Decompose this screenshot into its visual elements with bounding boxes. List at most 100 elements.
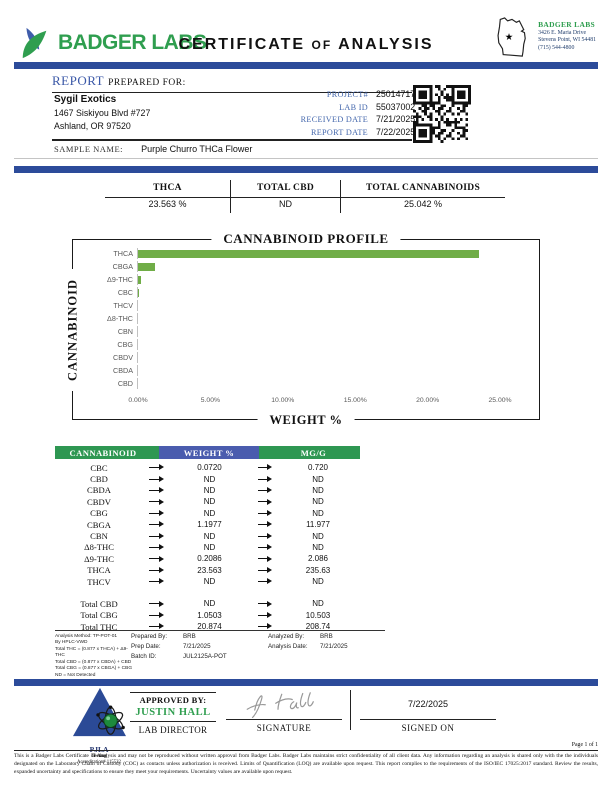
row-weight-value: 23.563 xyxy=(197,565,222,575)
chart-bar xyxy=(138,262,156,271)
chart-x-tick-label: 25.00% xyxy=(488,397,512,404)
client-address-line: Ashland, OR 97520 xyxy=(54,121,131,132)
summary-label: TOTAL CANNABINOIDS xyxy=(365,183,481,193)
chart-bar-area xyxy=(137,300,529,311)
summary-value: 23.563 % xyxy=(148,199,187,209)
methodology-line: By HPLC-VWD xyxy=(55,640,88,646)
arrow-icon xyxy=(257,612,272,619)
row-mgg-value: 235.63 xyxy=(305,565,331,575)
arrow-icon xyxy=(149,612,163,619)
table-row: CBDV ND ND xyxy=(55,496,360,507)
chart-row: THCA xyxy=(79,248,529,259)
chart-x-tick-label: 0.00% xyxy=(128,397,148,404)
table-row: Δ8-THC ND ND xyxy=(55,542,360,553)
table-row: THCV ND ND xyxy=(55,576,360,587)
summary-label: TOTAL CBD xyxy=(257,183,314,193)
table-row: CBDA ND ND xyxy=(55,485,360,496)
chart-x-ticks: 0.00% 5.00% 10.00% 15.00% 20.00% 25.00% xyxy=(128,397,529,407)
arrow-icon xyxy=(149,498,163,505)
row-mgg-value: 11.977 xyxy=(306,520,330,530)
qr-code xyxy=(413,85,471,143)
row-cannabinoid-name: CBD xyxy=(90,474,108,485)
page-number: Page 1 of 1 xyxy=(571,742,598,748)
arrow-icon xyxy=(149,544,163,551)
report-heading: REPORT PREPARED FOR: xyxy=(52,72,412,93)
methodology-line: Total CBD = (0.877 x CBDA) + CBD xyxy=(55,659,132,665)
divider-line xyxy=(55,630,385,631)
header-cannabinoid: CANNABINOID xyxy=(69,447,137,458)
chart-row: CBC xyxy=(79,287,529,298)
chart-x-tick-label: 10.00% xyxy=(271,397,295,404)
row-cannabinoid-name: CBN xyxy=(90,531,108,542)
row-cannabinoid-name: THCV xyxy=(87,576,111,587)
prepared-by-value: BRB xyxy=(183,633,196,640)
arrow-icon xyxy=(257,498,272,505)
chart-bar-area xyxy=(137,326,529,337)
results-table-header: CANNABINOID WEIGHT % MG/G xyxy=(55,446,360,459)
summary-column: THCA 23.563 % xyxy=(105,180,230,213)
meta-value: 55037002 xyxy=(376,101,416,112)
chart-row: CBDV xyxy=(79,352,529,363)
row-mgg-value: ND xyxy=(312,474,324,484)
sample-name-label: SAMPLE NAME: xyxy=(54,144,124,154)
prep-info: Prepared By: BRB Prep Date: 7/21/2025 Batc… xyxy=(131,633,227,663)
results-table-rows: CBC 0.0720 0.720 CBD ND ND CBDA ND ND CBDV ND ND CBG… xyxy=(55,462,360,587)
meta-row: REPORT DATE 7/22/2025 xyxy=(230,127,442,137)
analyzed-by-label: Analyzed By: xyxy=(268,633,305,640)
badger-labs-logo: BADGER LABS xyxy=(18,26,207,60)
table-row: THCA 23.563 235.63 xyxy=(55,565,360,576)
divider-bar xyxy=(14,166,598,173)
star-icon: ★ xyxy=(505,32,514,43)
row-mgg-value: ND xyxy=(312,542,324,552)
signed-on-block: 7/22/2025 SIGNED ON xyxy=(360,688,496,733)
accreditation-number: Accreditation# 115522 xyxy=(77,760,121,766)
pjla-org: PJLA xyxy=(56,745,142,754)
chart-category-label: CBG xyxy=(117,340,133,349)
cannabinoid-profile-chart: CANNABINOID PROFILE CANNABINOID WEIGHT %… xyxy=(65,231,540,428)
prep-date-label: Prep Date: xyxy=(131,643,161,650)
meta-label: REPORT DATE xyxy=(310,127,368,137)
row-weight-value: ND xyxy=(203,485,216,495)
pjla-division: Testing xyxy=(91,754,107,760)
arrow-icon xyxy=(257,464,272,471)
meta-row: RECEIVED DATE 7/21/2025 xyxy=(230,114,442,124)
divider-line xyxy=(130,692,216,693)
badger-leaf-icon xyxy=(22,27,47,59)
meta-value: 7/21/2025 xyxy=(376,114,416,124)
row-cannabinoid-name: Δ8-THC xyxy=(84,542,114,553)
row-weight-value: 1.0503 xyxy=(197,610,222,620)
wisconsin-map-icon: ★ xyxy=(497,17,526,57)
summary-column: TOTAL CBD ND xyxy=(230,180,340,213)
pjla-accreditation: PJLA Testing Accreditation# 115522 xyxy=(56,686,142,766)
row-mgg-value: 208.74 xyxy=(305,622,331,632)
chart-x-tick-label: 15.00% xyxy=(343,397,367,404)
row-mgg-value: ND xyxy=(312,531,324,541)
sample-name-value: Purple Churro THCa Flower xyxy=(141,144,253,154)
table-row: CBC 0.0720 0.720 xyxy=(55,462,360,473)
report-heading-primary: REPORT xyxy=(52,73,105,88)
chart-category-label: CBN xyxy=(117,327,133,336)
analysis-date-label: Analysis Date: xyxy=(268,643,308,650)
arrow-icon xyxy=(257,521,272,528)
chart-category-label: CBDV xyxy=(113,353,133,362)
atom-icon xyxy=(96,705,125,735)
report-heading-secondary: PREPARED FOR: xyxy=(108,78,186,88)
arrow-icon xyxy=(149,475,163,482)
row-mgg-value: ND xyxy=(312,497,324,507)
chart-x-tick-label: 20.00% xyxy=(416,397,440,404)
chart-bar-area xyxy=(137,313,529,324)
arrow-icon xyxy=(149,509,163,516)
chart-bar-area xyxy=(137,339,529,350)
chart-category-label: Δ9-THC xyxy=(107,275,133,284)
arrow-icon xyxy=(149,487,163,494)
row-cannabinoid-name: Total CBG xyxy=(80,610,118,621)
row-weight-value: 0.2086 xyxy=(197,554,222,564)
header-weight: WEIGHT % xyxy=(159,446,259,459)
row-cannabinoid-name: Total THC xyxy=(80,621,118,632)
title-word: CERTIFICATE xyxy=(178,36,306,53)
seal-address-line: Stevens Point, WI 54481 xyxy=(538,37,596,44)
chart-row: Δ9-THC xyxy=(79,274,529,285)
row-weight-value: ND xyxy=(203,508,216,518)
meta-label: LAB ID xyxy=(339,102,368,112)
chart-category-label: CBC xyxy=(117,288,133,297)
